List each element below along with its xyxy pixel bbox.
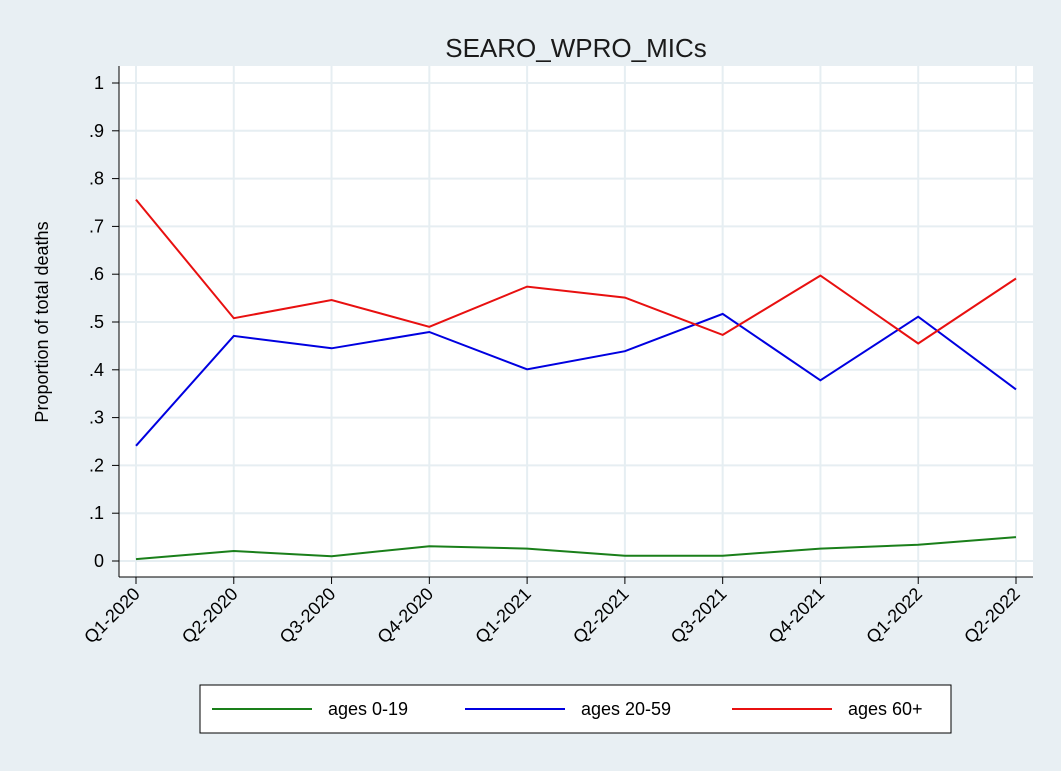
y-tick-label: .7 (89, 216, 104, 236)
x-tick-label: Q1-2020 (80, 584, 144, 648)
series-line-3 (135, 198, 1017, 345)
y-tick-label: 1 (94, 73, 104, 93)
y-tick-label: .1 (89, 503, 104, 523)
series-line-2 (135, 312, 1017, 447)
x-tick-label: Q4-2020 (373, 584, 437, 648)
x-tick-label: Q2-2022 (960, 584, 1024, 648)
y-axis-label: Proportion of total deaths (32, 221, 52, 422)
legend-label-1: ages 0-19 (328, 699, 408, 719)
y-tick-label: .9 (89, 121, 104, 141)
grid (119, 66, 1033, 577)
x-tick-label: Q3-2020 (276, 584, 340, 648)
x-tick-label: Q2-2021 (569, 584, 633, 648)
legend-label-3: ages 60+ (848, 699, 923, 719)
x-tick-label: Q2-2020 (178, 584, 242, 648)
y-tick-label: .4 (89, 360, 104, 380)
legend-box (199, 684, 952, 734)
x-tick-label: Q3-2021 (667, 584, 731, 648)
y-tick-label: .8 (89, 169, 104, 189)
x-tick-label: Q4-2021 (765, 584, 829, 648)
y-tick-label: .6 (89, 264, 104, 284)
legend: ages 0-19 ages 20-59 ages 60+ (199, 684, 952, 734)
series-line-1 (135, 536, 1017, 561)
x-tick-label: Q1-2021 (471, 584, 535, 648)
series-lines (135, 198, 1017, 561)
y-tick-label: .2 (89, 455, 104, 475)
y-tick-label: 0 (94, 551, 104, 571)
x-tick-label: Q1-2022 (862, 584, 926, 648)
legend-label-2: ages 20-59 (581, 699, 671, 719)
chart-title: SEARO_WPRO_MICs (445, 33, 707, 63)
y-tick-label: .3 (89, 408, 104, 428)
y-tick-label: .5 (89, 312, 104, 332)
